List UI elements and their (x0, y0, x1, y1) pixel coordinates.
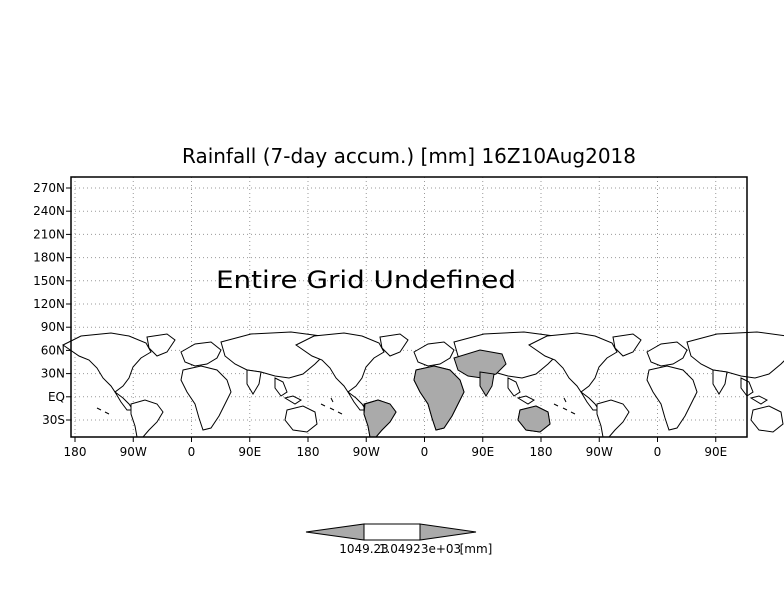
colorbar-box (363, 523, 421, 541)
colorbar-right-arrow (419, 523, 477, 541)
colorbar-left-value: 1049.23 (339, 542, 389, 556)
longitude-label: 90W (120, 445, 147, 459)
map-background (71, 177, 747, 437)
longitude-label: 90E (471, 445, 494, 459)
latitude-labels: 270N 240N 210N 180N 150N 120N 90N 60N 30N EQ 30S (33, 181, 65, 427)
longitude-label: 0 (188, 445, 196, 459)
latitude-label: 270N (33, 181, 65, 195)
latitude-label: 60N (41, 343, 65, 357)
latitude-label: EQ (48, 390, 65, 404)
axis-ticks (66, 187, 717, 442)
longitude-label: 90W (353, 445, 380, 459)
colorbar-left-arrow (305, 523, 365, 541)
longitude-label: 180 (64, 445, 87, 459)
latitude-label: 30S (42, 413, 65, 427)
longitude-label: 180 (297, 445, 320, 459)
colorbar-unit: [mm] (460, 542, 493, 556)
latitude-label: 120N (33, 297, 65, 311)
latitude-label: 240N (33, 204, 65, 218)
latitude-label: 150N (33, 274, 65, 288)
longitude-label: 180 (530, 445, 553, 459)
longitude-label: 0 (421, 445, 429, 459)
undefined-grid-notice: Entire Grid Undefined (216, 266, 516, 294)
latitude-label: 210N (33, 227, 65, 241)
latitude-label: 180N (33, 251, 65, 265)
longitude-label: 90W (586, 445, 613, 459)
longitude-label: 90E (238, 445, 261, 459)
longitude-labels: 180 90W 0 90E 180 90W 0 90E 180 90W 0 90E (64, 445, 728, 459)
map-frame (70, 176, 748, 438)
longitude-label: 90E (704, 445, 727, 459)
map-title: Rainfall (7-day accum.) [mm] 16Z10Aug201… (182, 144, 636, 168)
colorbar: 1049.23 1.04923e+03 [mm] (305, 523, 493, 556)
longitude-label: 0 (654, 445, 662, 459)
map-panel: Entire Grid Undefined (62, 176, 784, 442)
colorbar-right-value: 1.04923e+03 (379, 542, 461, 556)
latitude-label: 30N (41, 367, 65, 381)
rainfall-shaded-regions (363, 349, 551, 438)
latitude-label: 90N (41, 320, 65, 334)
